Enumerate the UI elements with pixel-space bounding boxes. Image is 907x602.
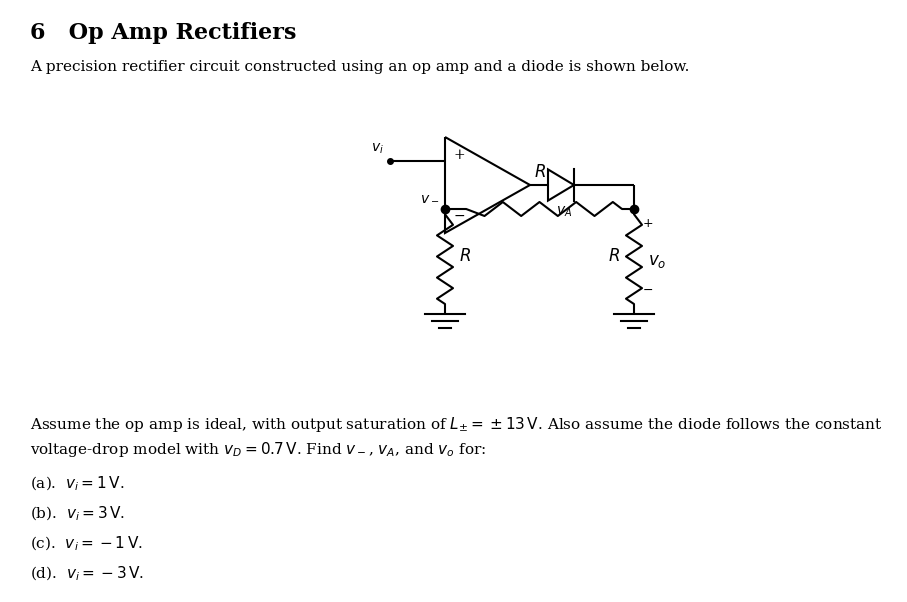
Text: voltage-drop model with $v_D = 0.7\,\mathrm{V}$. Find $v_-$, $v_A$, and $v_o$ fo: voltage-drop model with $v_D = 0.7\,\mat… [30, 440, 486, 459]
Text: $v_A$: $v_A$ [556, 205, 572, 219]
Text: (d).  $v_i = -3\,\mathrm{V}$.: (d). $v_i = -3\,\mathrm{V}$. [30, 565, 144, 583]
Text: $v_i$: $v_i$ [371, 141, 384, 156]
Text: $-$: $-$ [453, 208, 465, 222]
Text: A precision rectifier circuit constructed using an op amp and a diode is shown b: A precision rectifier circuit constructe… [30, 60, 689, 74]
Text: 6   Op Amp Rectifiers: 6 Op Amp Rectifiers [30, 22, 297, 44]
Text: $R$: $R$ [533, 164, 545, 181]
Text: (a).  $v_i = 1\,\mathrm{V}$.: (a). $v_i = 1\,\mathrm{V}$. [30, 475, 124, 494]
Text: $v_-$: $v_-$ [420, 190, 439, 204]
Text: Assume the op amp is ideal, with output saturation of $L_{\pm} = \pm13\,\mathrm{: Assume the op amp is ideal, with output … [30, 415, 883, 434]
Text: $v_o$: $v_o$ [648, 253, 667, 270]
Text: $-$: $-$ [642, 283, 653, 296]
Text: $+$: $+$ [642, 217, 653, 230]
Text: $R$: $R$ [608, 248, 620, 265]
Text: +: + [454, 148, 464, 163]
Text: (c).  $v_i = -1\,\mathrm{V}$.: (c). $v_i = -1\,\mathrm{V}$. [30, 535, 142, 553]
Text: $R$: $R$ [459, 248, 471, 265]
Text: (b).  $v_i = 3\,\mathrm{V}$.: (b). $v_i = 3\,\mathrm{V}$. [30, 505, 125, 523]
